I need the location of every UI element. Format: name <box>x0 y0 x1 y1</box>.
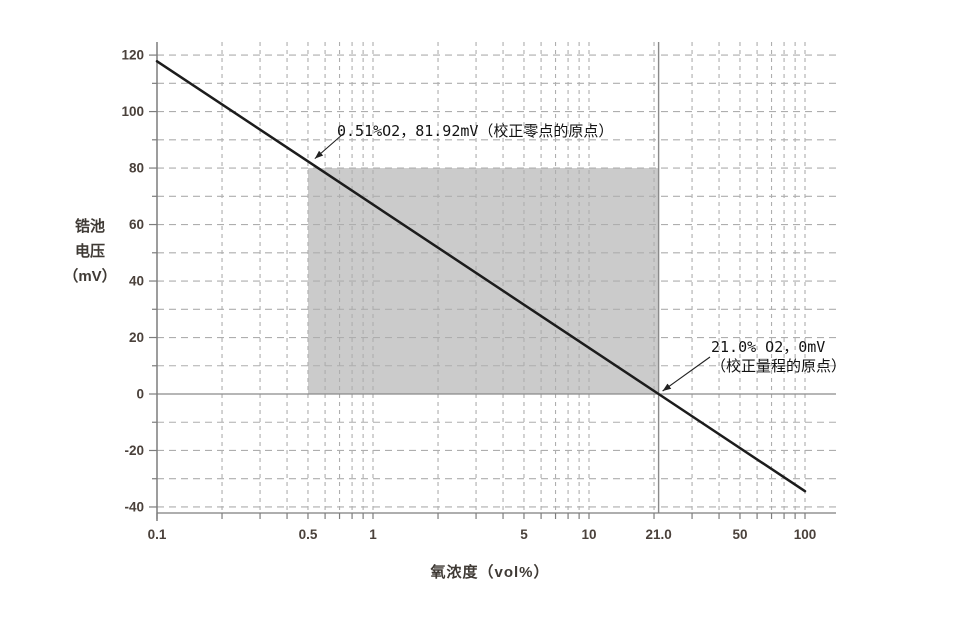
reference-lines <box>157 42 836 513</box>
y-tick-label: 60 <box>129 217 144 232</box>
zero-annotation-arrow <box>314 133 344 160</box>
tick-labels: -40 -20 0 20 40 60 80 100 120 0.1 0.5 1 5 10 21.0 50 100 <box>121 48 816 542</box>
zero-calibration-annotation: 0.51%O2，81.92mV（校正零点的原点） <box>337 122 614 140</box>
span-annotation-line2: （校正量程的原点） <box>711 357 847 375</box>
annotation-arrows <box>314 133 711 392</box>
voltage-response-line <box>155 60 807 493</box>
cell-voltage-polyline <box>155 60 807 493</box>
x-tick-label: 100 <box>794 527 817 542</box>
x-tick-label: 1 <box>369 527 377 542</box>
y-tick-label: -20 <box>124 443 144 458</box>
y-tick-label: 20 <box>129 330 144 345</box>
span-calibration-annotation: 21.0% O2，0mV （校正量程的原点） <box>711 338 846 376</box>
y-tick-label: 0 <box>136 387 144 402</box>
y-tick-label: -40 <box>124 499 144 514</box>
y-tick-label: 100 <box>121 104 144 119</box>
x-tick-label: 5 <box>520 527 528 542</box>
y-tick-label: 40 <box>129 274 144 289</box>
y-axis-title-line1: 锆池 <box>74 218 105 235</box>
y-axis-title-line3: （mV） <box>63 268 117 285</box>
x-tick-label: 50 <box>732 527 747 542</box>
tick-marks <box>149 54 806 519</box>
y-axis-title: 锆池 电压 （mV） <box>58 214 122 289</box>
y-axis-title-line2: 电压 <box>74 243 105 260</box>
span-annotation-line1: 21.0% O2，0mV <box>711 338 826 356</box>
x-axis-title: 氧浓度（vol%） <box>430 564 550 581</box>
grid-lines <box>157 42 836 513</box>
x-tick-label: 10 <box>581 527 596 542</box>
y-tick-label: 80 <box>129 161 144 176</box>
x-tick-label: 0.1 <box>148 527 167 542</box>
x-tick-label: 0.5 <box>299 527 318 542</box>
x-tick-label: 21.0 <box>645 527 671 542</box>
y-tick-label: 120 <box>121 48 144 63</box>
span-annotation-arrow <box>662 356 711 392</box>
